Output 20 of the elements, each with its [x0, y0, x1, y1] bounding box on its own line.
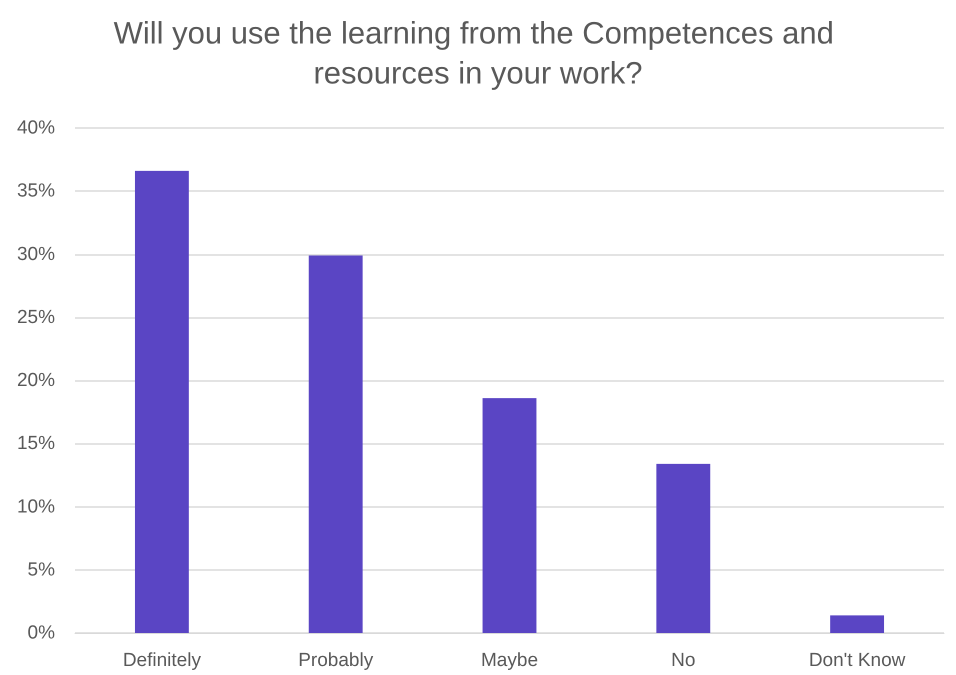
x-tick-label: Maybe [480, 650, 538, 671]
y-tick-label: 15% [16, 433, 56, 454]
bar [830, 615, 884, 633]
bar [482, 398, 536, 633]
y-tick-label: 10% [16, 496, 56, 518]
x-tick-label: Definitely [122, 650, 202, 671]
y-tick-label: 25% [16, 306, 56, 328]
y-tick-label: 20% [16, 370, 56, 391]
y-tick-label: 30% [16, 244, 56, 265]
bar [134, 170, 189, 633]
y-tick-label: 40% [16, 118, 56, 138]
x-tick-label: Don't Know [808, 650, 906, 671]
chart-title: Will you use the learning from the Competences and resources in your work? [114, 16, 842, 90]
bar [656, 464, 710, 633]
y-tick-label: 35% [16, 180, 56, 202]
y-tick-label: 0% [28, 622, 56, 644]
x-tick-label: No [671, 650, 696, 671]
y-tick-label: 5% [28, 559, 56, 580]
x-tick-label: Probably [298, 650, 374, 671]
bar [308, 256, 363, 633]
